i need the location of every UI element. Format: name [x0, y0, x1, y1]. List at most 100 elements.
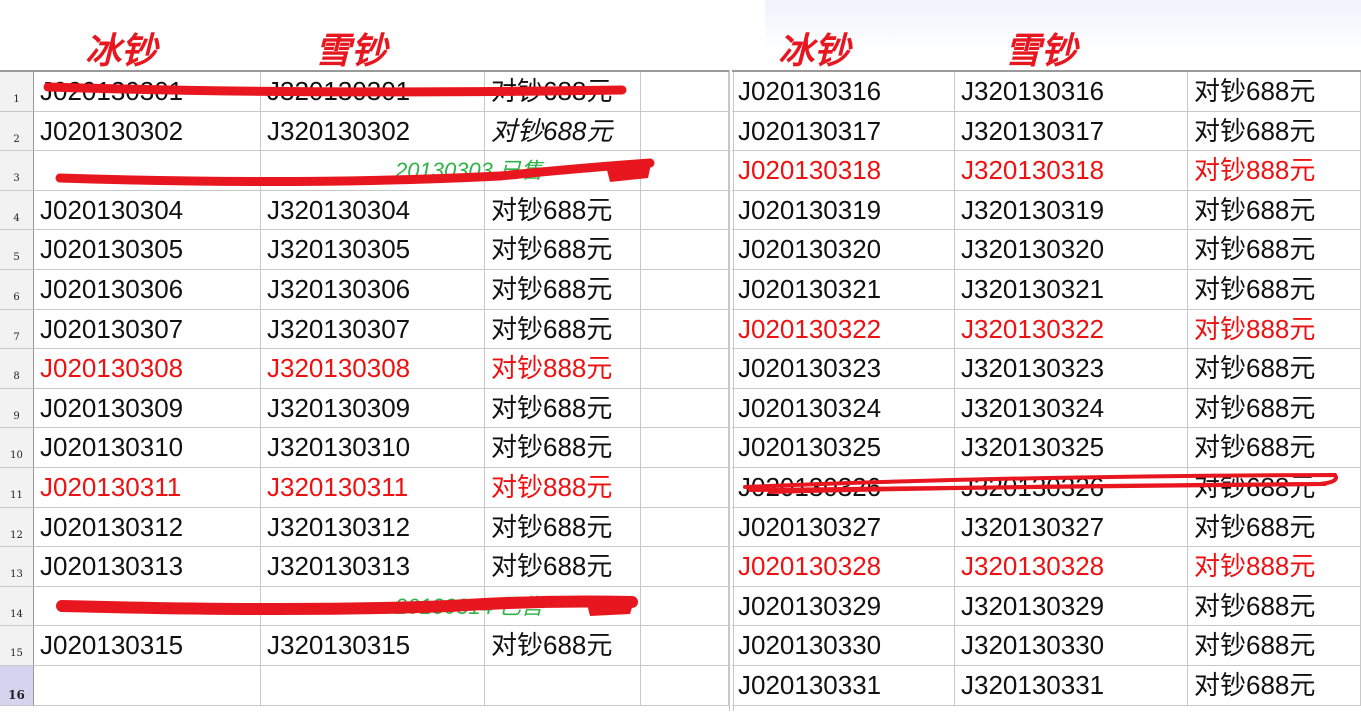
cell-b[interactable]: J320130325 [955, 428, 1188, 468]
row-header-2[interactable]: 2 [0, 111, 34, 152]
cell-a[interactable]: J020130325 [732, 428, 955, 468]
cell-c[interactable] [485, 586, 641, 627]
cell-c[interactable]: 对钞688元 [1188, 72, 1361, 112]
cell-a[interactable]: J020130326 [732, 468, 955, 508]
cell-b[interactable]: J320130304 [261, 190, 485, 231]
cell-c[interactable]: 对钞688元 [1188, 428, 1361, 468]
cell-a[interactable]: J020130307 [34, 309, 261, 350]
cell-b[interactable]: J320130320 [955, 230, 1188, 270]
row-header-7[interactable]: 7 [0, 309, 34, 350]
row-header-12[interactable]: 12 [0, 507, 34, 548]
cell-c[interactable]: 对钞688元 [1188, 468, 1361, 508]
cell-c[interactable]: 对钞688元 [1188, 666, 1361, 706]
cell-d[interactable] [641, 626, 729, 666]
cell-b[interactable]: J320130302 [261, 111, 485, 152]
cell-c[interactable]: 对钞688元 [485, 270, 641, 310]
cell-b[interactable]: J320130308 [261, 349, 485, 389]
cell-a[interactable]: J020130309 [34, 388, 261, 429]
cell-d[interactable] [641, 586, 729, 627]
cell-c[interactable]: 对钞688元 [485, 190, 641, 231]
cell-b[interactable]: J320130305 [261, 230, 485, 270]
cell-c[interactable]: 对钞688元 [485, 626, 641, 666]
cell-d[interactable] [641, 468, 729, 508]
row-header-16[interactable]: 16 [0, 666, 34, 706]
cell-a[interactable]: J020130308 [34, 349, 261, 389]
cell-b[interactable]: J320130321 [955, 270, 1188, 310]
cell-c[interactable]: 对钞688元 [485, 111, 641, 152]
cell-a[interactable]: J020130311 [34, 468, 261, 508]
cell-a[interactable]: J020130302 [34, 111, 261, 152]
cell-c[interactable]: 对钞688元 [485, 428, 641, 468]
cell-a[interactable]: J020130329 [732, 586, 955, 627]
cell-a[interactable]: J020130331 [732, 666, 955, 706]
cell-a[interactable]: J020130317 [732, 111, 955, 152]
cell-a[interactable]: J020130312 [34, 507, 261, 548]
cell-b[interactable]: J320130316 [955, 72, 1188, 112]
cell-b[interactable]: J320130322 [955, 309, 1188, 350]
row-header-15[interactable]: 15 [0, 626, 34, 666]
cell-a[interactable]: J020130330 [732, 626, 955, 666]
cell-b[interactable]: J320130312 [261, 507, 485, 548]
row-header-6[interactable]: 6 [0, 270, 34, 310]
row-header-13[interactable]: 13 [0, 547, 34, 587]
row-header-8[interactable]: 8 [0, 349, 34, 389]
cell-b[interactable]: J320130329 [955, 586, 1188, 627]
cell-a[interactable]: J020130319 [732, 190, 955, 231]
cell-a[interactable]: J020130301 [34, 72, 261, 112]
cell-a[interactable]: J020130313 [34, 547, 261, 587]
cell-a[interactable]: J020130323 [732, 349, 955, 389]
cell-b[interactable]: J320130319 [955, 190, 1188, 231]
cell-c[interactable]: 对钞688元 [1188, 626, 1361, 666]
cell-a[interactable]: J020130305 [34, 230, 261, 270]
row-header-5[interactable]: 5 [0, 230, 34, 270]
cell-c[interactable]: 对钞888元 [1188, 547, 1361, 587]
cell-c[interactable]: 对钞888元 [485, 349, 641, 389]
cell-a[interactable]: J020130327 [732, 507, 955, 548]
cell-b[interactable]: J320130311 [261, 468, 485, 508]
cell-d[interactable] [641, 270, 729, 310]
cell-c[interactable]: 对钞688元 [1188, 349, 1361, 389]
row-header-3[interactable]: 3 [0, 151, 34, 191]
cell-b[interactable]: J320130315 [261, 626, 485, 666]
cell-c[interactable]: 对钞688元 [485, 230, 641, 270]
cell-d[interactable] [641, 349, 729, 389]
cell-c[interactable]: 对钞688元 [485, 547, 641, 587]
cell-c[interactable]: 对钞688元 [1188, 388, 1361, 429]
cell-b[interactable]: J320130317 [955, 111, 1188, 152]
cell-c[interactable]: 对钞688元 [1188, 111, 1361, 152]
cell-a[interactable]: J020130320 [732, 230, 955, 270]
cell-c[interactable] [485, 666, 641, 706]
cell-d[interactable] [641, 388, 729, 429]
cell-b[interactable]: J320130323 [955, 349, 1188, 389]
cell-d[interactable] [641, 428, 729, 468]
row-header-4[interactable]: 4 [0, 190, 34, 231]
cell-b[interactable]: J320130328 [955, 547, 1188, 587]
row-header-1[interactable]: 1 [0, 72, 34, 112]
cell-a[interactable]: J020130318 [732, 151, 955, 191]
cell-d[interactable] [641, 72, 729, 112]
cell-c[interactable]: 对钞688元 [485, 72, 641, 112]
cell-a[interactable]: J020130310 [34, 428, 261, 468]
cell-d[interactable] [641, 151, 729, 191]
cell-c[interactable]: 对钞688元 [1188, 270, 1361, 310]
cell-b[interactable]: J320130309 [261, 388, 485, 429]
cell-b[interactable]: J320130306 [261, 270, 485, 310]
cell-c[interactable]: 对钞888元 [485, 468, 641, 508]
cell-b[interactable]: J320130301 [261, 72, 485, 112]
cell-a[interactable]: J020130324 [732, 388, 955, 429]
cell-a[interactable]: J020130322 [732, 309, 955, 350]
cell-c[interactable]: 对钞688元 [485, 388, 641, 429]
cell-b[interactable]: J320130307 [261, 309, 485, 350]
cell-c[interactable]: 对钞688元 [1188, 190, 1361, 231]
cell-c[interactable]: 对钞688元 [1188, 586, 1361, 627]
cell-b[interactable]: J320130324 [955, 388, 1188, 429]
cell-c[interactable]: 对钞688元 [1188, 507, 1361, 548]
row-header-11[interactable]: 11 [0, 468, 34, 508]
cell-a[interactable]: J020130328 [732, 547, 955, 587]
cell-b[interactable]: J320130327 [955, 507, 1188, 548]
cell-c[interactable]: 对钞688元 [1188, 230, 1361, 270]
cell-d[interactable] [641, 111, 729, 152]
cell-c[interactable]: 对钞888元 [1188, 151, 1361, 191]
row-header-9[interactable]: 9 [0, 388, 34, 429]
cell-d[interactable] [641, 666, 729, 706]
